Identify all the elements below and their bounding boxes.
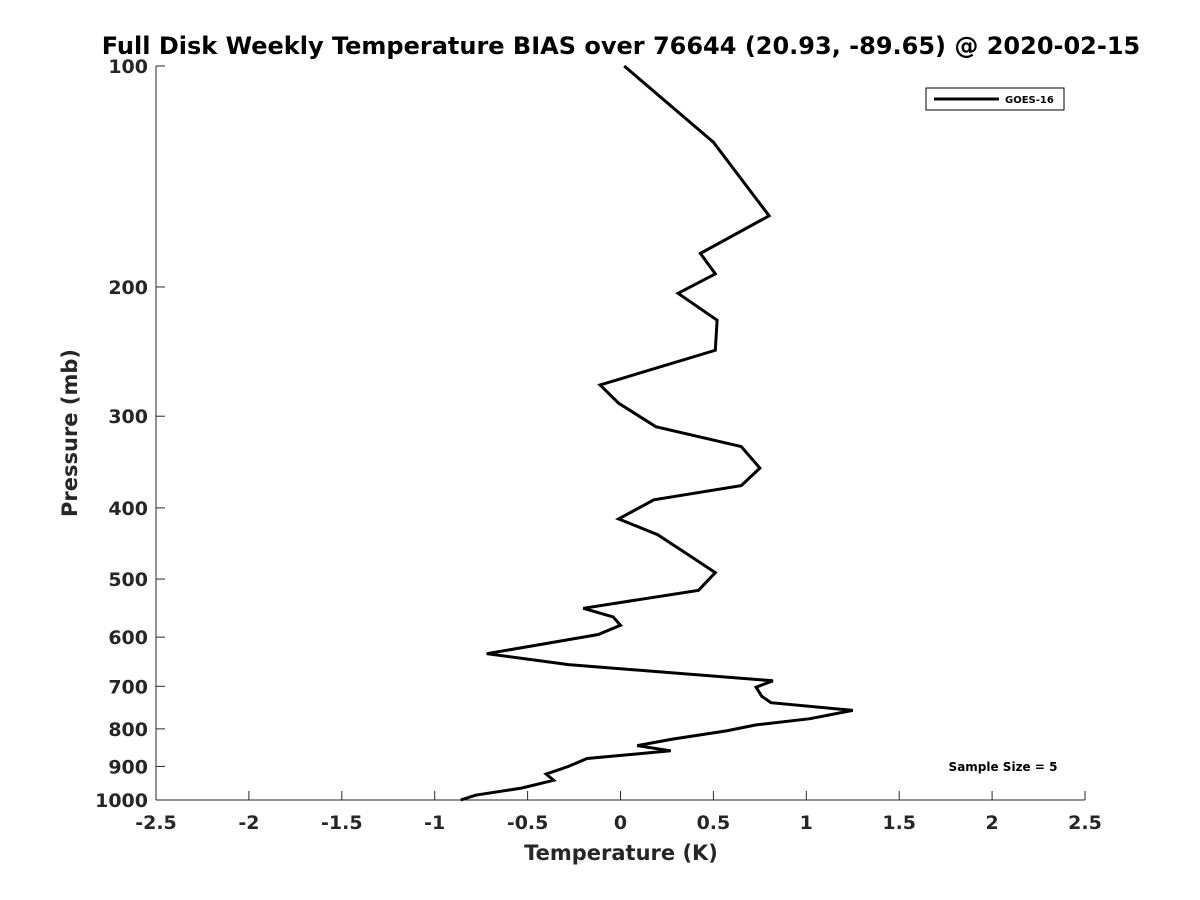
series-layer	[460, 64, 854, 802]
sample-size-annotation: Sample Size = 5	[949, 760, 1058, 774]
y-tick-label: 700	[108, 676, 148, 698]
x-tick-label: -2	[238, 812, 259, 834]
legend-label-goes-16: GOES-16	[1005, 95, 1054, 106]
x-tick-label: 2.5	[1068, 812, 1102, 834]
x-tick-label: -1.5	[321, 812, 363, 834]
x-tick-label: 0	[614, 812, 627, 834]
x-tick-label: 0.5	[697, 812, 731, 834]
legend: GOES-16	[925, 87, 1065, 111]
x-tick-label: 2	[985, 812, 998, 834]
y-axis-ticks: 100 200 300 400 500 600 700 800 900 1000	[95, 56, 165, 812]
x-tick-label: -1	[424, 812, 445, 834]
y-axis-label: Pressure (mb)	[58, 349, 82, 517]
y-tick-label: 400	[108, 498, 148, 520]
y-tick-label: 500	[108, 569, 148, 591]
y-tick-label: 200	[108, 277, 148, 299]
x-axis-ticks: -2.5 -2 -1.5 -1 -0.5 0 0.5 1 1.5 2 2.5	[135, 791, 1102, 834]
chart-title: Full Disk Weekly Temperature BIAS over 7…	[102, 32, 1141, 60]
x-axis-label: Temperature (K)	[524, 841, 718, 865]
y-tick-label: 100	[108, 56, 148, 78]
y-tick-label: 900	[108, 756, 148, 778]
x-tick-label: 1.5	[882, 812, 916, 834]
y-tick-label: 300	[108, 406, 148, 428]
x-tick-label: -2.5	[135, 812, 177, 834]
x-tick-label: -0.5	[507, 812, 549, 834]
y-tick-label: 1000	[95, 790, 148, 812]
y-tick-label: 800	[108, 719, 148, 741]
x-tick-label: 1	[800, 812, 813, 834]
y-tick-label: 600	[108, 627, 148, 649]
series-line-goes-16	[460, 64, 854, 802]
